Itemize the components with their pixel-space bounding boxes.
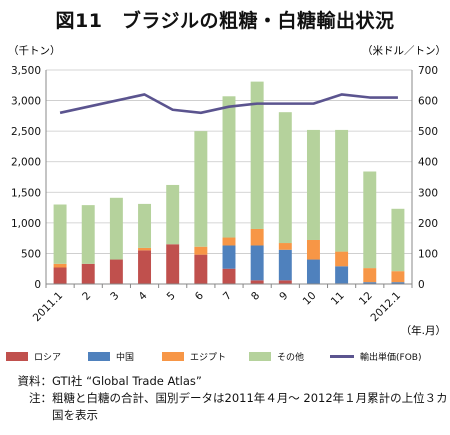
y-right-tick-label: 200 — [418, 218, 438, 230]
bar-segment-egypt — [222, 237, 236, 246]
y-left-tick-label: 500 — [21, 248, 41, 260]
bar-segment-russia — [250, 280, 264, 284]
legend-label-china: 中国 — [116, 353, 135, 363]
bar-segment-china — [363, 282, 377, 284]
bar-segment-egypt — [194, 246, 208, 255]
y-right-tick-label: 600 — [418, 96, 438, 108]
price-line-series — [59, 93, 398, 115]
y-right-tick-label: 700 — [418, 65, 438, 77]
bar-segment-egypt — [306, 239, 320, 260]
legend-item-price: 輸出単価(FOB) — [330, 350, 421, 363]
bar-segment-egypt — [53, 263, 67, 268]
x-tick-label: 7 — [221, 290, 234, 303]
y-right-tick-label: 300 — [418, 187, 438, 199]
y-left-tick-label: 2,000 — [11, 157, 41, 169]
footnote: 注： 粗糖と白糖の合計、国別データは2011年４月～ 2012年１月累計の上位３… — [8, 390, 448, 424]
bar-segment-russia — [109, 259, 123, 284]
y-right-axis-label: （米ドル／トン） — [362, 44, 446, 57]
y-right-tick-label: 400 — [418, 157, 438, 169]
y-left-tick-label: 1,000 — [11, 218, 41, 230]
bar-segment-russia — [81, 263, 95, 284]
legend-label-egypt: エジプト — [190, 353, 227, 363]
source-note: 資料： GTI社 “Global Trade Atlas” — [8, 373, 448, 390]
legend: ロシア 中国 エジプト その他 輸出単価(FOB) — [6, 350, 446, 364]
bar-segment-other — [194, 131, 208, 247]
legend-label-price: 輸出単価(FOB) — [360, 353, 422, 363]
x-tick-label: 3 — [108, 290, 121, 303]
bar-segment-other — [335, 129, 349, 252]
bar-segment-other — [109, 197, 123, 260]
bar-segment-china — [391, 282, 405, 284]
bar-segment-china — [250, 245, 264, 281]
footnote-key: 注： — [29, 391, 52, 405]
bar-segment-china — [306, 259, 320, 284]
bar-segment-russia — [278, 280, 292, 284]
bar-segment-other — [81, 205, 95, 264]
x-tick-label: 12 — [357, 290, 375, 308]
legend-swatch-china — [88, 352, 110, 361]
source-text: GTI社 “Global Trade Atlas” — [52, 374, 202, 388]
x-tick-label: 2 — [80, 290, 93, 303]
x-tick-label: 5 — [165, 290, 178, 303]
source-key: 資料： — [17, 374, 53, 388]
y-left-tick-label: 3,000 — [11, 96, 41, 108]
y-left-tick-label: 2,500 — [11, 126, 41, 138]
y-right-tick-label: 0 — [418, 279, 425, 291]
legend-item-egypt: エジプト — [162, 350, 226, 363]
bar-segment-russia — [138, 250, 152, 284]
y-left-tick-label: 3,500 — [11, 65, 41, 77]
bar-segment-egypt — [391, 271, 405, 283]
bar-segment-egypt — [278, 243, 292, 250]
y-left-axis-label: （千トン） — [8, 45, 61, 57]
x-tick-label: 11 — [329, 290, 347, 308]
x-tick-label: 6 — [193, 289, 206, 302]
bar-segment-other — [363, 171, 377, 269]
price-line — [59, 93, 398, 115]
bar-segment-egypt — [335, 251, 349, 267]
y-left-tick-label: 0 — [34, 279, 41, 291]
legend-label-other: その他 — [277, 353, 305, 363]
bar-segment-other — [166, 184, 180, 245]
bar-segment-china — [278, 249, 292, 281]
bar-segment-other — [222, 96, 236, 238]
footnote-text: 粗糖と白糖の合計、国別データは2011年４月～ 2012年１月累計の上位３カ国を… — [52, 391, 448, 422]
y-left-tick-label: 1,500 — [11, 187, 41, 199]
bar-segment-other — [53, 204, 67, 264]
bar-segment-russia — [166, 244, 180, 284]
bars — [53, 81, 405, 284]
bar-segment-russia — [222, 268, 236, 284]
legend-item-russia: ロシア — [6, 350, 61, 363]
legend-swatch-price — [330, 355, 354, 358]
x-tick-label: 9 — [277, 290, 290, 303]
legend-label-russia: ロシア — [34, 353, 62, 363]
bar-segment-china — [222, 245, 236, 269]
x-axis-label: （年.月） — [401, 324, 446, 337]
bar-segment-egypt — [138, 247, 152, 251]
x-tick-label: 2011.1 — [31, 290, 65, 324]
legend-item-china: 中国 — [88, 350, 134, 363]
bar-segment-other — [250, 81, 264, 229]
y-right-tick-label: 100 — [418, 248, 438, 260]
bar-segment-other — [138, 203, 152, 248]
bar-segment-other — [306, 129, 320, 240]
bar-segment-china — [335, 266, 349, 284]
bar-segment-other — [391, 208, 405, 272]
chart-notes: 資料： GTI社 “Global Trade Atlas” 注： 粗糖と白糖の合… — [8, 373, 448, 424]
legend-swatch-russia — [6, 352, 28, 361]
x-tick-label: 4 — [136, 289, 149, 302]
bar-segment-other — [278, 112, 292, 244]
legend-swatch-egypt — [162, 352, 184, 361]
x-tick-label: 8 — [249, 290, 262, 303]
bar-segment-egypt — [363, 268, 377, 283]
x-tick-label: 10 — [301, 290, 319, 308]
legend-swatch-other — [249, 352, 271, 361]
bar-segment-russia — [53, 267, 67, 284]
x-tick-label: 2012.1 — [369, 290, 403, 324]
y-right-tick-label: 500 — [418, 126, 438, 138]
legend-item-other: その他 — [249, 350, 304, 363]
chart: 0 500 1,000 1,500 2,000 2,500 3,000 3,500 0 100 20… — [8, 44, 446, 337]
bar-segment-egypt — [250, 228, 264, 246]
chart-title: 図11 ブラジルの粗糖・白糖輸出状況 — [55, 10, 395, 32]
bar-segment-russia — [194, 254, 208, 284]
